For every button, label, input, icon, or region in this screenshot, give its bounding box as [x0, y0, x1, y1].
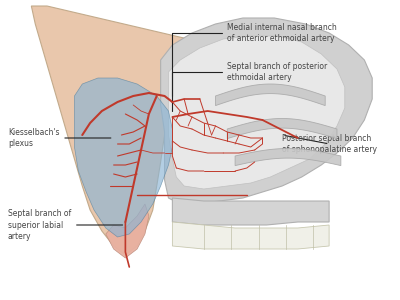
Text: Posterior septal branch
of sphenopalatine artery: Posterior septal branch of sphenopalatin…	[282, 134, 377, 154]
Polygon shape	[74, 78, 172, 237]
Polygon shape	[227, 118, 337, 139]
Polygon shape	[172, 222, 329, 249]
Polygon shape	[161, 18, 372, 204]
Text: Septal branch of posterior
ethmoidal artery: Septal branch of posterior ethmoidal art…	[172, 62, 328, 111]
Polygon shape	[216, 84, 325, 106]
Polygon shape	[168, 36, 345, 189]
Text: Septal branch of
superior labial
artery: Septal branch of superior labial artery	[8, 209, 123, 241]
Polygon shape	[31, 6, 188, 255]
Text: Kiesselbach's
plexus: Kiesselbach's plexus	[8, 128, 111, 148]
Polygon shape	[106, 204, 149, 258]
Polygon shape	[172, 198, 329, 225]
Text: Medial internal nasal branch
of anterior ethmoidal artery: Medial internal nasal branch of anterior…	[172, 23, 337, 96]
Polygon shape	[235, 148, 341, 166]
